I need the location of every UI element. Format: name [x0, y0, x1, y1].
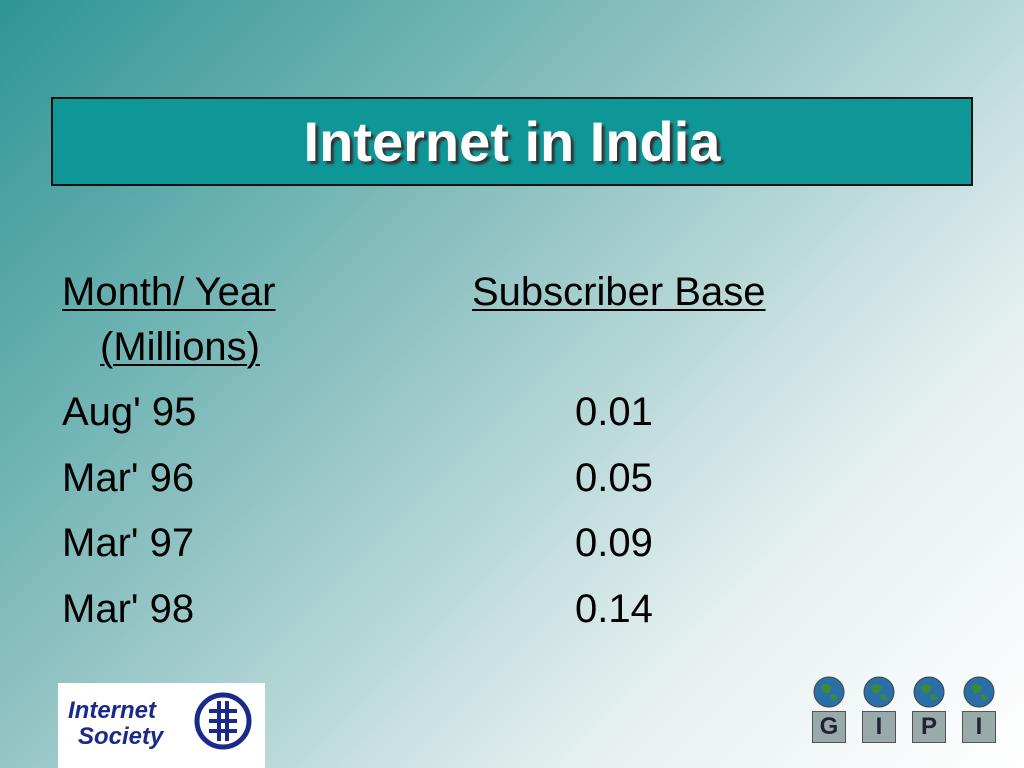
subscriber-cell: 0.01 [575, 390, 653, 434]
subscriber-cell: 0.14 [575, 586, 653, 631]
logo-text: Society [78, 723, 164, 750]
gipi-tile: P [912, 675, 946, 745]
subscriber-cell: 0.05 [575, 455, 653, 500]
title-box: Internet in India [51, 97, 973, 186]
gipi-tile: G [812, 675, 846, 745]
month-cell: Aug' 95 [62, 390, 197, 434]
subscriber-cell: 0.09 [575, 521, 653, 565]
logo-emblem [194, 692, 252, 750]
column-header: Subscriber Base [472, 270, 766, 314]
gipi-letter: I [862, 711, 896, 743]
logo-text: Internet [68, 697, 157, 724]
gipi-tile: I [862, 675, 896, 745]
globe [913, 676, 945, 708]
isoc-logo: Internet Society [58, 683, 265, 768]
globe [863, 676, 895, 708]
column-header: Month/ Year [62, 270, 276, 314]
unit-label: (Millions) [100, 325, 260, 369]
globe [963, 676, 995, 708]
gipi-letter: G [812, 711, 846, 743]
month-cell: Mar' 97 [62, 521, 195, 565]
gipi-tile: I [962, 675, 996, 745]
month-cell: Mar' 98 [62, 586, 195, 631]
title: Internet in India [303, 110, 721, 173]
month-cell: Mar' 96 [62, 455, 195, 500]
gipi-letter: I [962, 711, 996, 743]
globe [813, 676, 845, 708]
gipi-letter: P [912, 711, 946, 743]
